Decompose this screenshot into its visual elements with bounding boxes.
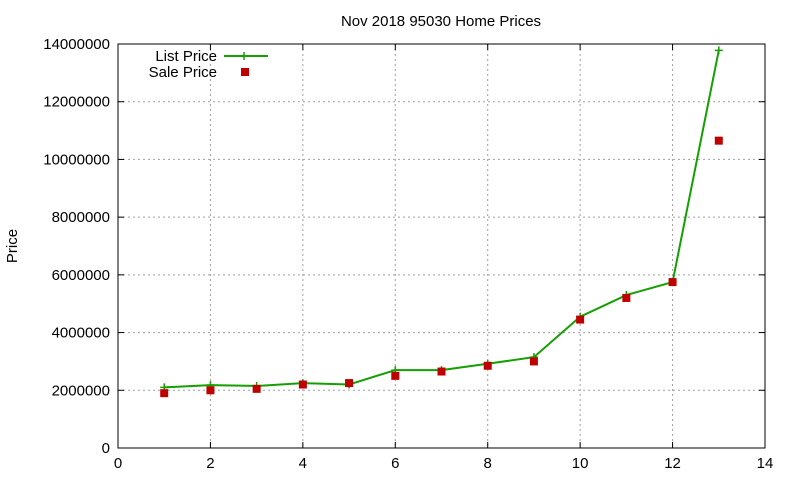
y-tick-label: 8000000 [52,209,110,226]
y-tick-label: 4000000 [52,325,110,342]
y-tick-label: 2000000 [52,382,110,399]
data-point-sale-price [160,389,169,398]
chart-title: Nov 2018 95030 Home Prices [341,13,541,30]
data-point-sale-price [576,315,585,324]
grid [118,44,765,448]
x-tick-label: 6 [391,455,399,472]
y-tick-label: 14000000 [43,36,110,53]
legend: List Price Sale Price [149,48,268,81]
y-tick-label: 6000000 [52,267,110,284]
data-point-sale-price [206,386,215,395]
data-point-sale-price [483,361,492,370]
series-line-list-price [164,50,720,389]
y-axis-label: Price [4,229,21,263]
x-tick-label: 8 [484,455,492,472]
plot-frame [117,43,766,449]
x-tick-label: 2 [206,455,214,472]
y-tick-label: 12000000 [43,94,110,111]
x-tick-label: 0 [114,455,122,472]
data-point-sale-price [345,379,354,388]
data-point-sale-price [668,278,677,287]
data-point-sale-price [437,367,446,376]
x-tick-label: 12 [664,455,681,472]
series-layer [160,46,723,398]
x-tick-label: 4 [299,455,307,472]
data-point-sale-price [298,380,307,389]
data-point-list-price [714,46,723,55]
y-tick-label: 0 [102,440,110,457]
data-point-sale-price [391,371,400,380]
y-tick-label: 10000000 [43,151,110,168]
legend-marker-list-price [240,52,248,60]
data-point-sale-price [714,136,723,145]
data-point-sale-price [252,384,261,393]
data-point-sale-price [529,357,538,366]
legend-label-list-price: List Price [155,48,217,65]
x-tick-label: 10 [572,455,589,472]
data-point-sale-price [622,293,631,302]
legend-label-sale-price: Sale Price [149,64,217,81]
legend-marker-sale-price [241,68,249,76]
x-tick-label: 14 [757,455,774,472]
axis-ticks: 0 2 4 6 8 10 12 14 0 2000000 4000000 6000000 8000000… [43,36,773,472]
